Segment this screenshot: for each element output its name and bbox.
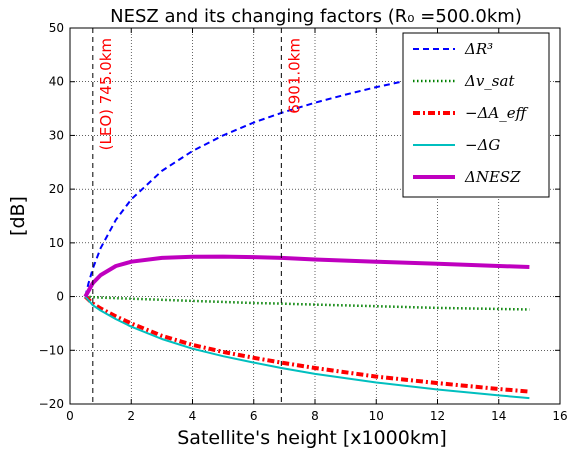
x-tick-label: 4 bbox=[189, 409, 197, 423]
axis-ticks: 0 2 4 6 8 10 12 14 16 −20 −10 0 10 20 30 40 50 bbox=[39, 21, 568, 423]
series-line-4 bbox=[83, 254, 530, 298]
x-axis-label: Satellite's height [x1000km] bbox=[177, 427, 447, 449]
series-line-0 bbox=[84, 79, 408, 297]
x-tick-label: 14 bbox=[491, 409, 506, 423]
vline-label-1: 6901.0km bbox=[285, 38, 303, 114]
legend-label-1: Δv_sat bbox=[464, 72, 515, 90]
x-tick-label: 10 bbox=[369, 409, 384, 423]
chart-title: NESZ and its changing factors (R₀ =500.0… bbox=[110, 6, 522, 27]
legend-box bbox=[402, 32, 550, 198]
y-tick-label: −10 bbox=[39, 343, 64, 357]
y-tick-label: 40 bbox=[49, 75, 64, 89]
legend-label-3: −ΔG bbox=[465, 136, 500, 154]
y-tick-label: 30 bbox=[49, 128, 64, 142]
x-tick-label: 0 bbox=[66, 409, 74, 423]
x-tick-label: 2 bbox=[127, 409, 135, 423]
series-layer bbox=[83, 79, 530, 400]
x-tick-label: 16 bbox=[552, 409, 567, 423]
vertical-markers: (LEO) 745.0km 6901.0km bbox=[92, 28, 303, 404]
legend-label-4: ΔNESZ bbox=[464, 168, 521, 186]
legend-label-0: ΔR³ bbox=[464, 40, 493, 58]
y-tick-label: −20 bbox=[39, 397, 64, 411]
series-line-1 bbox=[85, 295, 530, 311]
series-line-2 bbox=[83, 295, 530, 394]
x-tick-label: 12 bbox=[430, 409, 445, 423]
vline-label-0: (LEO) 745.0km bbox=[97, 38, 115, 150]
y-axis-label: [dB] bbox=[7, 196, 29, 236]
x-tick-label: 8 bbox=[311, 409, 319, 423]
y-tick-label: 20 bbox=[49, 182, 64, 196]
y-tick-label: 0 bbox=[56, 290, 64, 304]
legend-label-2: −ΔA_eff bbox=[465, 104, 529, 122]
legend: ΔR³ Δv_sat −ΔA_eff −ΔG ΔNESZ bbox=[402, 32, 550, 198]
x-tick-label: 6 bbox=[250, 409, 258, 423]
y-tick-label: 50 bbox=[49, 21, 64, 35]
y-tick-label: 10 bbox=[49, 236, 64, 250]
series-line-3 bbox=[84, 295, 530, 400]
